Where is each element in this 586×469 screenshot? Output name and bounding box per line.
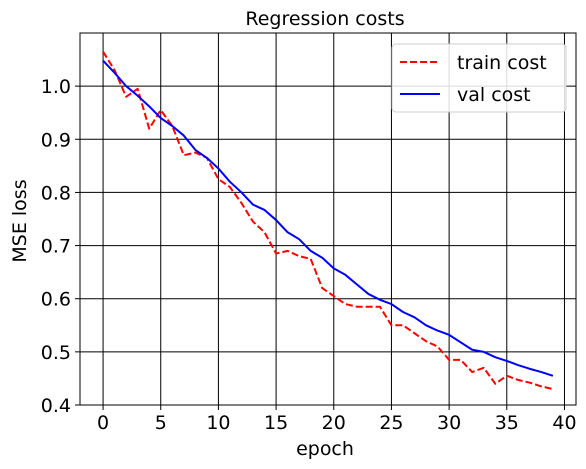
x-axis-label: epoch — [296, 438, 354, 460]
grid — [80, 33, 576, 406]
y-tick-label: 0.8 — [41, 182, 71, 204]
y-tick-label: 0.5 — [41, 342, 71, 364]
x-tick-label: 30 — [437, 412, 461, 434]
y-tick-label: 0.6 — [41, 289, 71, 311]
x-tick-label: 0 — [97, 412, 109, 434]
x-tick-label: 10 — [206, 412, 230, 434]
y-tick-label: 0.9 — [41, 129, 71, 151]
y-tick-label: 1.0 — [41, 76, 71, 98]
x-tick-label: 5 — [155, 412, 167, 434]
x-tick-label: 35 — [495, 412, 519, 434]
legend-label: val cost — [457, 84, 531, 106]
series-layer — [102, 51, 554, 391]
y-axis-label: MSE loss — [9, 179, 31, 262]
y-tick-label: 0.4 — [41, 395, 71, 417]
series-line-train-cost — [102, 51, 554, 391]
chart-title: Regression costs — [245, 8, 404, 30]
x-tick-label: 20 — [322, 412, 346, 434]
y-tick-label: 0.7 — [41, 236, 71, 258]
legend: train cost val cost — [391, 43, 567, 113]
series-line-val-cost — [102, 59, 554, 377]
x-tick-label: 40 — [552, 412, 576, 434]
x-axis-ticks: 0 5 10 15 20 25 30 35 40 — [97, 405, 577, 434]
plot-frame — [79, 32, 577, 406]
x-tick-label: 15 — [264, 412, 288, 434]
x-tick-label: 25 — [379, 412, 403, 434]
legend-label: train cost — [457, 52, 547, 74]
y-axis-ticks: 0.4 0.5 0.6 0.7 0.8 0.9 1.0 — [41, 76, 80, 417]
